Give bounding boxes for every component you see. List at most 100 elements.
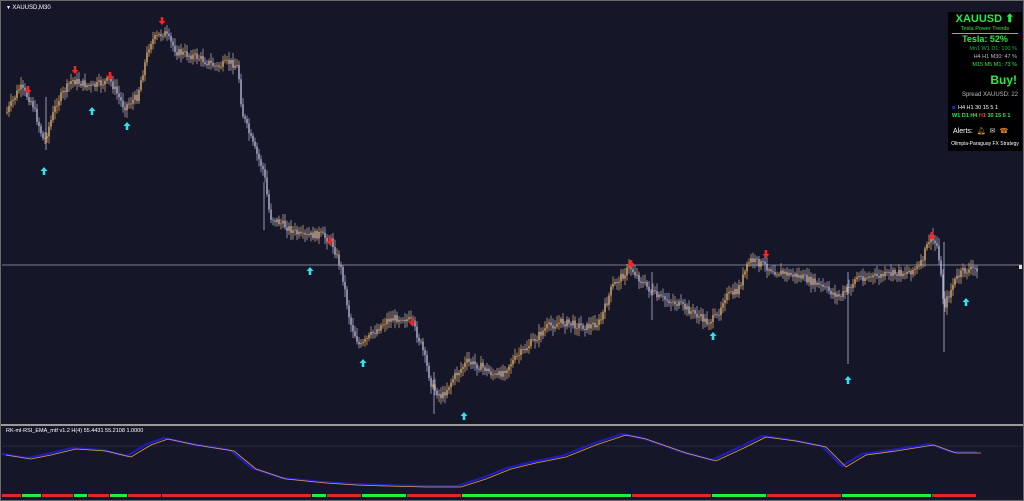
candle-body bbox=[806, 274, 808, 283]
buy-arrow-icon bbox=[123, 122, 131, 130]
candle-body bbox=[588, 323, 590, 329]
candle-body bbox=[348, 305, 350, 318]
candle-body bbox=[738, 285, 740, 295]
candle-body bbox=[326, 237, 328, 243]
panel-subtitle: Tesla Power Trends bbox=[960, 26, 1010, 32]
candle-body bbox=[26, 90, 28, 98]
rsi-line bbox=[2, 432, 977, 488]
candle-body bbox=[304, 232, 306, 235]
candle-body bbox=[476, 364, 478, 369]
candle-body bbox=[154, 35, 156, 40]
candle-body bbox=[288, 226, 290, 231]
candle-body bbox=[810, 276, 812, 285]
candle-body bbox=[436, 390, 438, 396]
pane-separator[interactable] bbox=[1, 424, 1023, 426]
candle-body bbox=[792, 274, 794, 277]
candle-body bbox=[762, 261, 764, 262]
signal-segment bbox=[327, 494, 361, 497]
candle-body bbox=[128, 103, 130, 105]
candle-body bbox=[796, 273, 798, 278]
candle-body bbox=[232, 59, 234, 68]
candle-body bbox=[392, 318, 394, 321]
candle-body bbox=[748, 262, 750, 264]
candle-body bbox=[580, 323, 582, 326]
main-chart-pane[interactable]: ▼ XAUUSD,M30 XAUUSD ⬆ Tesla Power Trends… bbox=[2, 2, 1022, 424]
candle-body bbox=[234, 65, 236, 68]
panel-tesla: Tesla: 52% bbox=[962, 34, 1008, 44]
candle-body bbox=[262, 165, 264, 170]
candle-body bbox=[702, 314, 704, 322]
candle-body bbox=[362, 341, 364, 344]
candle-body bbox=[564, 324, 566, 327]
signal-segment bbox=[74, 494, 87, 497]
candle-body bbox=[750, 258, 752, 263]
candle-body bbox=[576, 328, 578, 330]
candle-body bbox=[432, 384, 434, 387]
candle-body bbox=[942, 274, 944, 299]
email-icon[interactable]: ✉︎ bbox=[989, 128, 996, 135]
candle-body bbox=[652, 290, 654, 292]
candle-body bbox=[336, 254, 338, 256]
candle-body bbox=[260, 159, 262, 166]
candle-body bbox=[200, 56, 202, 59]
candle-body bbox=[410, 317, 412, 319]
candle-body bbox=[496, 373, 498, 376]
candle-body bbox=[160, 34, 162, 37]
candle-body bbox=[60, 92, 62, 102]
phone-icon[interactable]: ☎︎ bbox=[999, 128, 1009, 135]
candle-body bbox=[724, 300, 726, 304]
candle-body bbox=[64, 90, 66, 93]
candle-body bbox=[882, 274, 884, 277]
candle-body bbox=[754, 258, 756, 263]
candle-body bbox=[634, 272, 636, 276]
candle-body bbox=[138, 89, 140, 101]
candle-body bbox=[76, 78, 78, 85]
candle-body bbox=[352, 324, 354, 332]
candle-body bbox=[170, 35, 172, 42]
candle-body bbox=[248, 123, 250, 134]
candle-body bbox=[114, 86, 116, 90]
signal-segment bbox=[312, 494, 326, 497]
candle-body bbox=[952, 284, 954, 290]
candle-body bbox=[808, 276, 810, 283]
candle-body bbox=[382, 324, 384, 326]
candle-body bbox=[826, 286, 828, 288]
candle-body bbox=[150, 43, 152, 50]
candle-body bbox=[414, 320, 416, 327]
candle-body bbox=[736, 288, 738, 295]
panel-footer: Olimpia-Paraguay FX Strategy bbox=[951, 141, 1019, 147]
candle-body bbox=[940, 260, 942, 275]
candle-body bbox=[902, 273, 904, 277]
candle-body bbox=[836, 294, 838, 297]
candle-body bbox=[638, 274, 640, 282]
candle-body bbox=[384, 324, 386, 325]
candle-body bbox=[420, 341, 422, 343]
candle-body bbox=[18, 89, 20, 91]
candle-body bbox=[848, 287, 850, 288]
candle-body bbox=[116, 86, 118, 94]
candle-body bbox=[500, 371, 502, 377]
candle-body bbox=[776, 274, 778, 276]
candle-body bbox=[478, 368, 480, 370]
candle-body bbox=[864, 277, 866, 281]
indicator-pane[interactable]: RK-ml-RSI_EMA_mtf v1.2 H(4) 55.4431 55.2… bbox=[2, 426, 1022, 500]
buy-arrow-icon bbox=[359, 359, 367, 367]
candle-body bbox=[440, 394, 442, 399]
bell-icon[interactable]: 🔔︎ bbox=[976, 128, 986, 135]
candle-body bbox=[758, 258, 760, 267]
candle-body bbox=[380, 325, 382, 331]
candle-body bbox=[274, 220, 276, 222]
candle-body bbox=[846, 287, 848, 293]
candle-body bbox=[406, 319, 408, 322]
candle-body bbox=[286, 227, 288, 231]
candle-body bbox=[196, 53, 198, 59]
candle-body bbox=[666, 299, 668, 301]
candle-body bbox=[80, 83, 82, 86]
candle-body bbox=[244, 116, 246, 119]
candle-body bbox=[742, 274, 744, 286]
candle-body bbox=[268, 194, 270, 210]
candle-body bbox=[772, 271, 774, 273]
candle-body bbox=[658, 294, 660, 298]
candle-body bbox=[858, 276, 860, 278]
candle-body bbox=[880, 274, 882, 278]
